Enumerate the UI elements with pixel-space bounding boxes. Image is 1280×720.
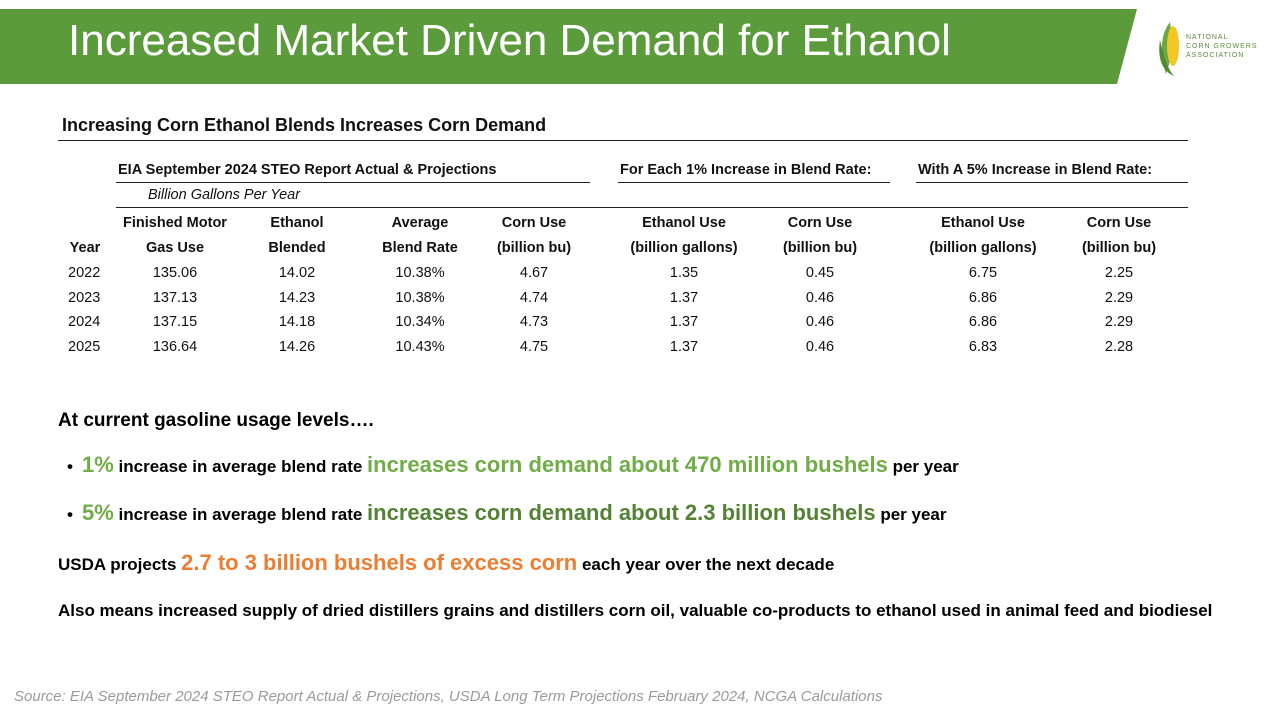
column-header: Ethanol [270, 215, 324, 231]
table-cell: 4.67 [519, 265, 549, 281]
column-header: Year [69, 240, 101, 256]
table-cell: 2.28 [1104, 339, 1134, 356]
text-segment: each year over the next decade [577, 555, 835, 574]
logo-line: ASSOCIATION [1186, 52, 1245, 59]
table-cell: 14.23 [278, 289, 316, 306]
group-header: With A 5% Increase in Blend Rate: [918, 162, 1153, 178]
text-segment: per year [875, 505, 947, 524]
column-header: (billion bu) [496, 240, 572, 256]
bullet-item: • 5% increase in average blend rate incre… [58, 500, 947, 526]
text-segment: per year [887, 457, 959, 476]
table-cell: 1.37 [669, 339, 699, 356]
table-cell: 6.86 [968, 314, 998, 331]
table-cell: 0.46 [805, 289, 835, 306]
table-cell: 2022 [68, 265, 101, 281]
logo-line: CORN GROWERS [1186, 43, 1258, 50]
table-cell: 4.75 [519, 339, 549, 356]
group-rule [916, 182, 1188, 183]
table-cell: 2.25 [1104, 265, 1134, 281]
column-header: (billion bu) [1081, 240, 1157, 256]
table-cell: 6.83 [968, 339, 998, 356]
column-header: Corn Use [787, 215, 853, 231]
table-cell: 2.29 [1104, 314, 1134, 331]
text-segment: 1% [82, 452, 114, 477]
text-segment: increases corn demand about 2.3 billion … [367, 500, 876, 525]
bullet-marker: • [67, 505, 73, 524]
table-cell: 14.26 [278, 339, 316, 356]
group-header: For Each 1% Increase in Blend Rate: [620, 162, 872, 178]
header-band [0, 9, 1179, 84]
column-header: Gas Use [145, 240, 205, 256]
logo-text: NATIONAL CORN GROWERS ASSOCIATION [1186, 33, 1258, 60]
column-header: Ethanol Use [642, 215, 726, 231]
table-cell: 1.37 [669, 289, 699, 306]
table-cell: 2025 [68, 339, 101, 356]
table-cell: 1.35 [669, 265, 699, 281]
table-cell: 10.38% [395, 289, 445, 306]
text-segment: USDA projects [58, 555, 182, 574]
source-note: Source: EIA September 2024 STEO Report A… [14, 688, 883, 705]
table-title: Increasing Corn Ethanol Blends Increases… [62, 115, 547, 135]
column-header: Finished Motor [123, 215, 227, 231]
column-header: (billion gallons) [929, 240, 1037, 256]
text-segment: increase in average blend rate [113, 505, 368, 524]
group-rule [618, 182, 890, 183]
table-cell: 6.86 [968, 289, 998, 306]
table-cell: 0.46 [805, 339, 835, 356]
column-header: (billion gallons) [630, 240, 738, 256]
group-rule [116, 182, 590, 183]
table-cell: 2024 [68, 314, 101, 331]
text-segment: 5% [82, 500, 114, 525]
table-subtitle: Billion Gallons Per Year [148, 187, 301, 203]
table-cell: 136.64 [152, 339, 198, 356]
column-header: Ethanol Use [941, 215, 1025, 231]
logo-line: NATIONAL [1186, 34, 1229, 41]
table-cell: 2023 [68, 289, 101, 306]
table-cell: 0.45 [805, 265, 835, 281]
group-header: EIA September 2024 STEO Report Actual & … [118, 162, 497, 178]
table-cell: 10.43% [395, 339, 445, 356]
column-header: Corn Use [1086, 215, 1152, 231]
table-cell: 2.29 [1104, 289, 1134, 306]
table-cell: 10.38% [395, 265, 445, 281]
table-cell: 1.37 [669, 314, 699, 331]
text-segment: increases corn demand about 470 million … [367, 452, 888, 477]
logo-icon [1159, 22, 1179, 76]
table-cell: 6.75 [968, 265, 998, 281]
bullet-marker: • [67, 457, 73, 476]
bullet-item: • 1% increase in average blend rate incre… [58, 452, 959, 478]
paragraph: USDA projects 2.7 to 3 billion bushels o… [58, 549, 1258, 578]
lead-text: At current gasoline usage levels…. [58, 410, 374, 431]
table-cell: 4.74 [519, 289, 549, 306]
column-header: Average [391, 215, 449, 231]
slide-title: Increased Market Driven Demand for Ethan… [68, 16, 951, 65]
rule [58, 140, 1188, 141]
paragraph: Also means increased supply of dried dis… [58, 597, 1258, 624]
title-band [0, 9, 1137, 84]
rule [116, 207, 1188, 208]
table-cell: 137.13 [152, 289, 198, 306]
text-segment: increase in average blend rate [113, 457, 368, 476]
table-cell: 137.15 [152, 314, 198, 331]
table-cell: 14.18 [278, 314, 316, 331]
table-cell: 10.34% [395, 314, 445, 331]
column-header: Blended [268, 240, 326, 256]
text-segment: Also means increased supply of dried dis… [58, 601, 1213, 620]
table-cell: 135.06 [152, 265, 198, 281]
column-header: Corn Use [501, 215, 567, 231]
table-cell: 0.46 [805, 314, 835, 331]
column-header: Blend Rate [382, 240, 458, 256]
text-segment: 2.7 to 3 billion bushels of excess corn [181, 550, 578, 575]
table-cell: 14.02 [278, 265, 316, 281]
table-cell: 4.73 [519, 314, 549, 331]
column-header: (billion bu) [782, 240, 858, 256]
